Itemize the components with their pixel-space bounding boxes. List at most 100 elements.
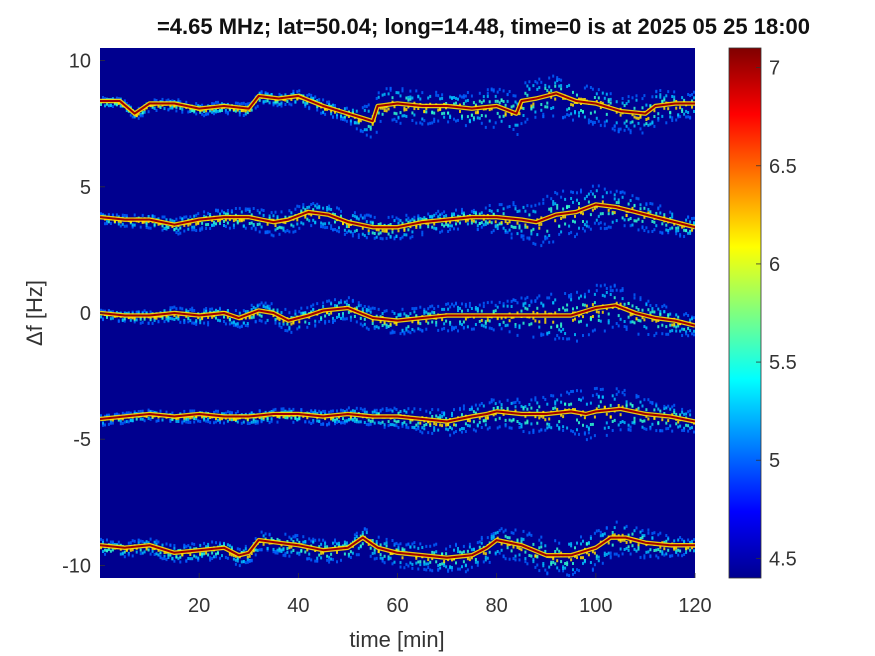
- speckle: [564, 308, 567, 312]
- speckle: [534, 319, 537, 323]
- speckle: [242, 321, 245, 325]
- speckle: [314, 220, 317, 224]
- speckle: [607, 225, 610, 229]
- speckle: [405, 96, 408, 100]
- speckle: [308, 93, 311, 97]
- speckle: [552, 560, 555, 564]
- speckle: [435, 320, 438, 324]
- speckle: [389, 235, 392, 239]
- speckle: [605, 92, 608, 96]
- speckle: [568, 113, 571, 117]
- speckle: [211, 223, 214, 227]
- speckle: [343, 542, 346, 546]
- speckle: [224, 110, 227, 114]
- speckle: [425, 568, 428, 572]
- speckle: [425, 107, 428, 111]
- speckle: [645, 203, 648, 207]
- speckle: [510, 426, 513, 430]
- speckle: [615, 322, 618, 325]
- speckle: [433, 213, 436, 217]
- speckle: [343, 421, 346, 425]
- speckle: [486, 91, 489, 95]
- speckle: [397, 543, 400, 547]
- speckle: [189, 222, 192, 226]
- speckle: [163, 215, 166, 219]
- speckle: [413, 545, 416, 549]
- trace-2: [100, 184, 695, 248]
- speckle: [490, 209, 493, 213]
- speckle: [572, 118, 574, 122]
- speckle: [417, 218, 420, 222]
- speckle: [669, 227, 672, 231]
- speckle: [619, 191, 622, 195]
- speckle: [554, 311, 557, 315]
- speckle: [492, 413, 495, 417]
- speckle: [171, 556, 174, 560]
- speckle: [328, 100, 331, 104]
- speckle: [601, 91, 604, 95]
- speckle: [324, 409, 327, 413]
- speckle: [583, 560, 586, 564]
- speckle: [308, 420, 311, 424]
- speckle: [274, 318, 277, 322]
- speckle: [365, 105, 368, 108]
- speckle: [175, 419, 178, 423]
- speckle: [165, 99, 168, 103]
- speckle: [310, 410, 313, 414]
- speckle: [681, 538, 684, 542]
- speckle: [518, 224, 521, 228]
- speckle: [254, 419, 257, 423]
- speckle: [587, 200, 590, 204]
- speckle: [605, 191, 608, 195]
- speckle: [508, 418, 511, 422]
- speckle: [623, 548, 626, 551]
- speckle: [123, 412, 126, 416]
- speckle: [484, 558, 487, 562]
- speckle: [381, 420, 384, 424]
- speckle: [486, 221, 489, 225]
- speckle: [627, 95, 630, 99]
- speckle: [171, 99, 174, 103]
- speckle: [439, 230, 442, 234]
- speckle: [601, 561, 604, 565]
- speckle: [133, 316, 136, 320]
- speckle: [691, 426, 693, 430]
- speckle: [179, 560, 182, 564]
- speckle: [482, 301, 485, 305]
- speckle: [524, 414, 527, 418]
- speckle: [326, 554, 329, 558]
- speckle: [514, 325, 517, 329]
- speckle: [367, 124, 370, 128]
- speckle: [637, 395, 640, 399]
- speckle: [506, 92, 509, 96]
- speckle: [189, 319, 192, 323]
- speckle: [635, 98, 638, 102]
- speckle: [238, 102, 241, 106]
- speckle: [502, 89, 505, 93]
- speckle: [502, 304, 505, 308]
- speckle: [500, 221, 503, 224]
- speckle: [591, 315, 594, 318]
- speckle: [371, 221, 374, 225]
- speckle: [365, 133, 368, 137]
- speckle: [597, 318, 600, 322]
- speckle: [421, 426, 424, 430]
- speckle: [310, 304, 313, 308]
- speckle: [316, 206, 319, 210]
- speckle: [260, 417, 263, 420]
- speckle: [224, 555, 227, 559]
- speckle: [334, 422, 336, 426]
- speckle: [629, 224, 632, 228]
- speckle: [599, 221, 602, 225]
- speckle: [451, 566, 453, 569]
- speckle: [514, 405, 517, 409]
- speckle: [322, 305, 325, 308]
- speckle: [683, 235, 686, 238]
- speckle: [328, 312, 331, 316]
- speckle: [498, 222, 501, 226]
- speckle: [419, 560, 422, 564]
- speckle: [550, 209, 553, 213]
- speckle: [522, 302, 525, 306]
- speckle: [389, 88, 392, 92]
- speckle: [562, 337, 565, 341]
